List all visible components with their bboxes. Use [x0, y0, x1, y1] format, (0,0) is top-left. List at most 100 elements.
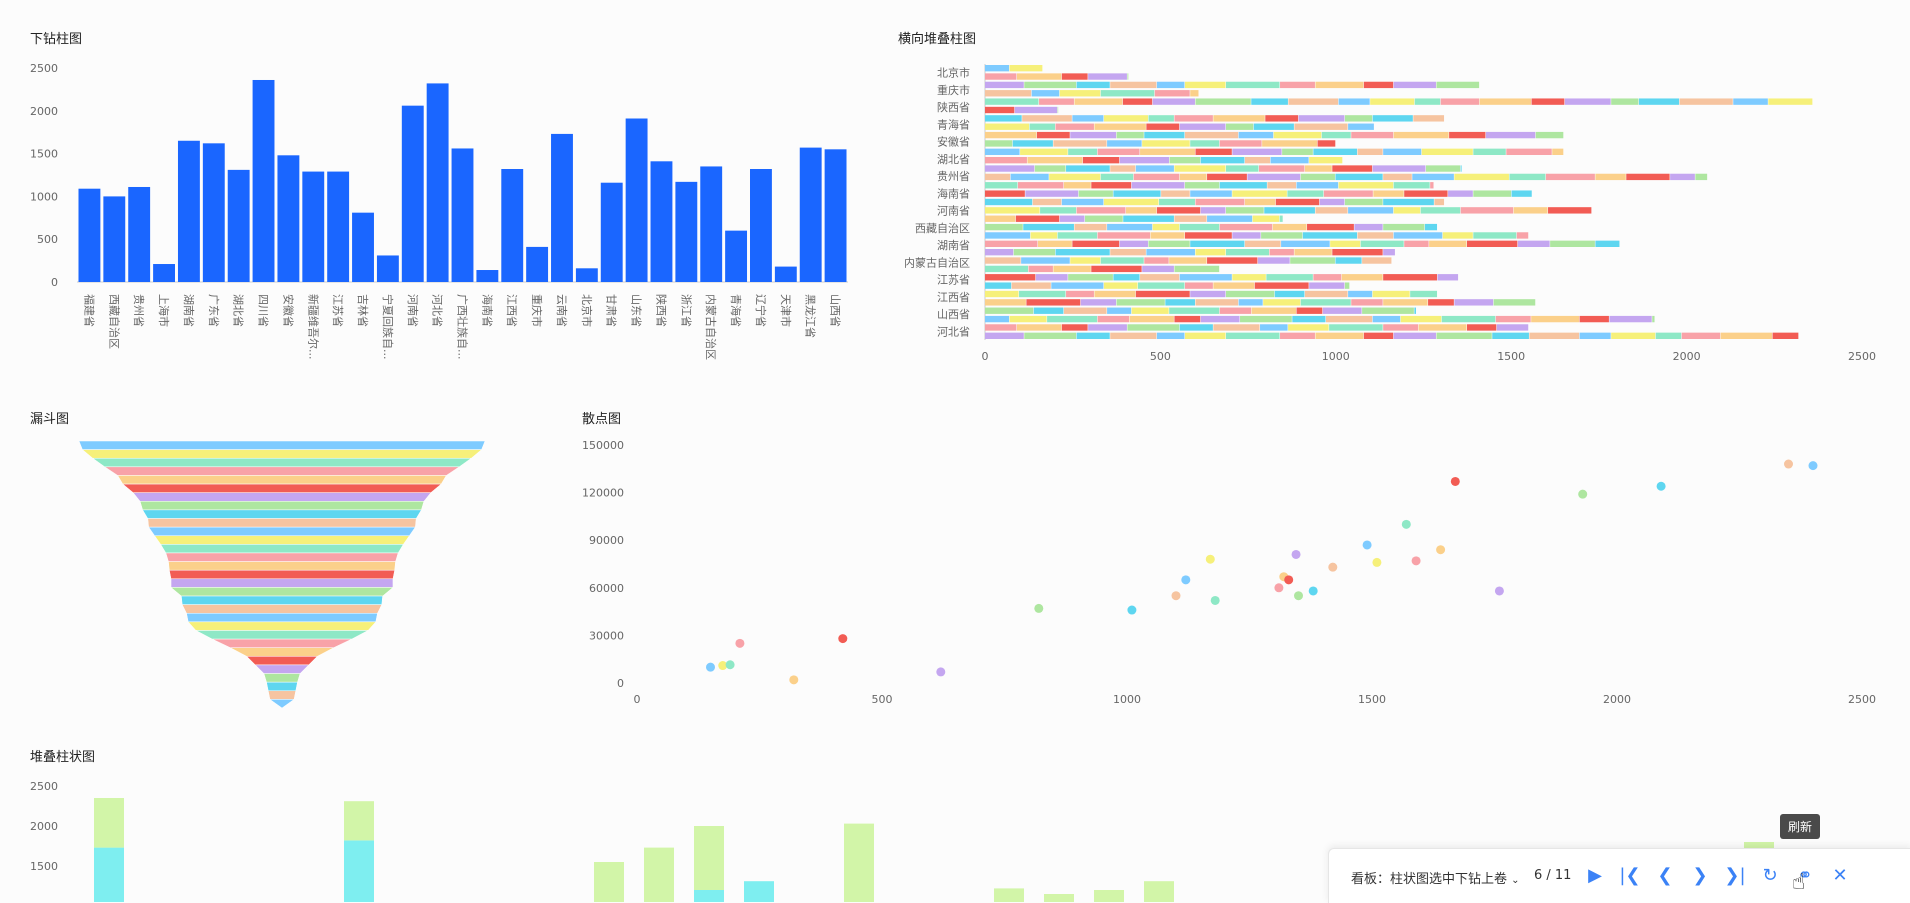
funnel-segment[interactable] [148, 526, 416, 536]
funnel-segment[interactable] [160, 544, 404, 554]
bar[interactable] [177, 140, 200, 282]
bar[interactable] [401, 105, 424, 282]
funnel-segment[interactable] [187, 621, 377, 631]
funnel-segment[interactable] [91, 457, 473, 468]
funnel-segment[interactable] [154, 535, 410, 545]
funnel-segment[interactable] [170, 587, 394, 597]
hstack-bar-chart[interactable]: 0 500 1000 1500 2000 2500 北京市重庆市陕西省青海省安徽省湖北省贵州… [880, 0, 1910, 370]
funnel-segment[interactable] [269, 699, 295, 709]
funnel-segment[interactable] [181, 595, 383, 605]
bar[interactable] [302, 171, 325, 282]
scatter-point[interactable] [1328, 562, 1338, 572]
bar[interactable] [501, 169, 524, 282]
funnel-segment[interactable] [212, 638, 352, 648]
scatter-point[interactable] [1294, 591, 1303, 601]
funnel-segment[interactable] [122, 483, 442, 493]
funnel-segment[interactable] [230, 647, 334, 657]
scatter-point[interactable] [1372, 557, 1382, 567]
bar[interactable] [725, 230, 748, 282]
bar[interactable] [352, 212, 374, 282]
last-page-button[interactable]: ❯| [1721, 861, 1749, 889]
next-page-button[interactable]: ❯ [1686, 861, 1714, 889]
drill-bar-chart[interactable]: 0 500 1000 1500 2000 2500 福建省 西藏自治区 贵州省 上海市 湖南省 广东省… [0, 0, 870, 370]
bar[interactable] [600, 182, 623, 282]
refresh-button[interactable]: ↻ [1756, 861, 1784, 889]
bar[interactable] [376, 255, 399, 282]
bar[interactable] [153, 264, 175, 282]
scatter-point[interactable] [1362, 540, 1372, 550]
funnel-segment[interactable] [181, 604, 383, 614]
funnel-segment[interactable] [170, 578, 394, 588]
bar[interactable] [675, 181, 698, 282]
scatter-point[interactable] [1308, 586, 1318, 596]
bar[interactable] [227, 169, 250, 282]
bar[interactable] [799, 147, 822, 282]
scatter-point[interactable] [1450, 476, 1460, 486]
scatter-point[interactable] [1291, 549, 1301, 559]
scatter-point[interactable] [1401, 519, 1411, 529]
scatter-point[interactable] [1411, 556, 1421, 566]
funnel-segment[interactable] [165, 552, 399, 562]
bar[interactable] [625, 118, 648, 282]
bar[interactable] [750, 169, 772, 282]
dashboard-selector[interactable]: 看板：柱状图选中下钻上卷 ⌄ [1351, 868, 1520, 887]
scatter-chart[interactable]: 0 30000 60000 90000 120000 150000 0 500 1000 1500… [570, 380, 1910, 720]
scatter-point[interactable] [1034, 603, 1044, 613]
bar[interactable] [78, 188, 101, 282]
bar[interactable] [277, 155, 300, 282]
bar[interactable] [128, 186, 151, 282]
funnel-segment[interactable] [81, 449, 483, 459]
scatter-point[interactable] [1181, 575, 1191, 585]
funnel-segment[interactable] [266, 681, 298, 692]
scatter-point[interactable] [1274, 583, 1284, 593]
link-button[interactable]: ⚭ [1791, 861, 1819, 889]
funnel-chart[interactable] [0, 380, 560, 720]
funnel-segment[interactable] [139, 501, 425, 511]
funnel-segment[interactable] [142, 509, 422, 519]
funnel-segment[interactable] [103, 466, 461, 476]
bar[interactable] [476, 270, 499, 282]
scatter-point[interactable] [1171, 591, 1181, 601]
bar[interactable] [202, 143, 225, 282]
scatter-point[interactable] [838, 634, 848, 644]
scatter-point[interactable] [1127, 605, 1137, 615]
bar[interactable] [824, 149, 847, 282]
prev-page-button[interactable]: ❮ [1651, 861, 1679, 889]
funnel-segment[interactable] [186, 613, 378, 623]
bar[interactable] [575, 268, 598, 282]
close-button[interactable]: ✕ [1826, 861, 1854, 889]
funnel-segment[interactable] [195, 630, 369, 640]
bar[interactable] [103, 196, 126, 282]
scatter-point[interactable] [706, 662, 715, 672]
bar[interactable] [551, 133, 573, 282]
bar[interactable] [327, 171, 350, 282]
scatter-point[interactable] [735, 638, 745, 648]
funnel-segment[interactable] [78, 440, 486, 450]
funnel-segment[interactable] [147, 518, 417, 528]
scatter-point[interactable] [1808, 461, 1818, 471]
scatter-point[interactable] [936, 667, 946, 677]
funnel-segment[interactable] [246, 656, 318, 666]
funnel-segment[interactable] [117, 475, 447, 485]
scatter-point[interactable] [1784, 459, 1793, 469]
funnel-segment[interactable] [169, 569, 395, 580]
scatter-point[interactable] [1578, 489, 1588, 499]
scatter-point[interactable] [1210, 595, 1220, 605]
funnel-segment[interactable] [168, 561, 396, 571]
scatter-point[interactable] [725, 660, 735, 670]
scatter-point[interactable] [718, 661, 728, 671]
bar[interactable] [526, 246, 549, 282]
bar[interactable] [451, 148, 474, 282]
funnel-segment[interactable] [132, 492, 432, 502]
bar[interactable] [650, 161, 673, 282]
scatter-point[interactable] [1436, 545, 1446, 555]
scatter-point[interactable] [1284, 575, 1294, 585]
bar[interactable] [700, 166, 723, 282]
scatter-point[interactable] [1205, 554, 1215, 564]
play-button[interactable]: ▶ [1581, 861, 1609, 889]
funnel-segment[interactable] [254, 664, 310, 674]
funnel-segment[interactable] [267, 690, 297, 700]
scatter-point[interactable] [1494, 586, 1504, 596]
scatter-point[interactable] [1656, 481, 1666, 491]
funnel-segment[interactable] [263, 673, 301, 683]
